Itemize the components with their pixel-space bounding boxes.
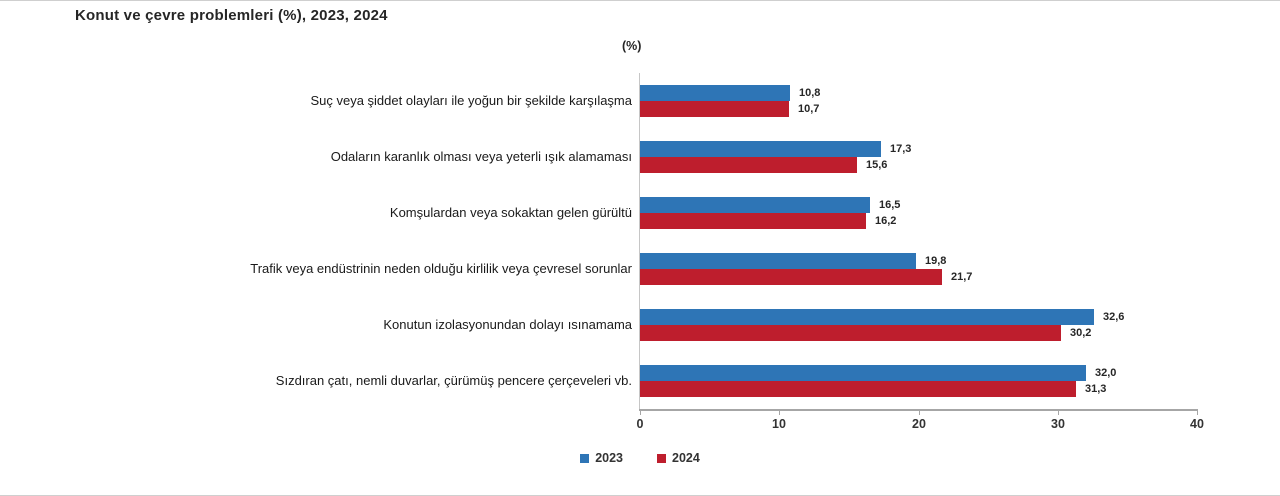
chart-row: Komşulardan veya sokaktan gelen gürültü 1… [0, 185, 1280, 241]
bar-2023 [640, 253, 916, 269]
value-label-2023: 10,8 [799, 87, 821, 99]
bar-2024 [640, 381, 1076, 397]
value-label-2024: 16,2 [875, 215, 897, 227]
x-axis-tick [640, 411, 641, 415]
x-axis-tick-label: 0 [636, 417, 644, 431]
chart-row: Trafik veya endüstrinin neden olduğu kir… [0, 241, 1280, 297]
value-label-2023: 19,8 [925, 255, 947, 267]
x-axis-tick-label: 40 [1190, 417, 1204, 431]
bar-2023 [640, 197, 870, 213]
bar-2024 [640, 269, 942, 285]
legend-item-2023: 2023 [580, 451, 623, 465]
value-label-2024: 31,3 [1085, 383, 1107, 395]
legend-item-2024: 2024 [657, 451, 700, 465]
legend-label: 2024 [672, 451, 700, 465]
category-label: Trafik veya endüstrinin neden olduğu kir… [250, 260, 632, 276]
value-label-2023: 32,0 [1095, 367, 1117, 379]
bar-2024 [640, 213, 866, 229]
value-label-2023: 17,3 [890, 143, 912, 155]
chart-row: Suç veya şiddet olayları ile yoğun bir ş… [0, 73, 1280, 129]
category-label: Konutun izolasyonundan dolayı ısınamama [383, 316, 632, 332]
value-label-2024: 10,7 [798, 103, 820, 115]
x-axis-line [639, 409, 1198, 411]
x-axis-tick [919, 411, 920, 415]
category-label: Odaların karanlık olması veya yeterli ış… [330, 148, 632, 164]
y-axis-line [639, 73, 640, 409]
value-label-2023: 16,5 [879, 199, 901, 211]
x-axis-tick [1058, 411, 1059, 415]
bar-2023 [640, 309, 1094, 325]
category-label: Komşulardan veya sokaktan gelen gürültü [389, 204, 632, 220]
bar-2024 [640, 157, 857, 173]
chart-row: Sızdıran çatı, nemli duvarlar, çürümüş p… [0, 353, 1280, 409]
value-label-2024: 21,7 [951, 271, 973, 283]
x-axis-tick [779, 411, 780, 415]
chart-row: Konutun izolasyonundan dolayı ısınamama 3… [0, 297, 1280, 353]
value-label-2023: 32,6 [1103, 311, 1125, 323]
bar-2024 [640, 101, 789, 117]
value-label-2024: 15,6 [866, 159, 888, 171]
x-axis-tick-label: 20 [912, 417, 926, 431]
x-axis-tick [1197, 411, 1198, 415]
legend-label: 2023 [595, 451, 623, 465]
bar-2023 [640, 365, 1086, 381]
legend: 2023 2024 [0, 451, 1280, 465]
bar-2023 [640, 141, 881, 157]
value-label-2024: 30,2 [1070, 327, 1092, 339]
chart-title: Konut ve çevre problemleri (%), 2023, 20… [75, 7, 388, 24]
bar-2024 [640, 325, 1061, 341]
x-axis-tick-label: 30 [1051, 417, 1065, 431]
plot-area: Suç veya şiddet olayları ile yoğun bir ş… [0, 73, 1280, 409]
x-axis-tick-label: 10 [772, 417, 786, 431]
category-label: Sızdıran çatı, nemli duvarlar, çürümüş p… [275, 372, 632, 388]
legend-swatch-icon [580, 453, 590, 463]
chart-row: Odaların karanlık olması veya yeterli ış… [0, 129, 1280, 185]
category-label: Suç veya şiddet olayları ile yoğun bir ş… [310, 92, 632, 108]
bar-2023 [640, 85, 790, 101]
axis-unit-label: (%) [622, 39, 642, 53]
legend-swatch-icon [657, 453, 666, 463]
